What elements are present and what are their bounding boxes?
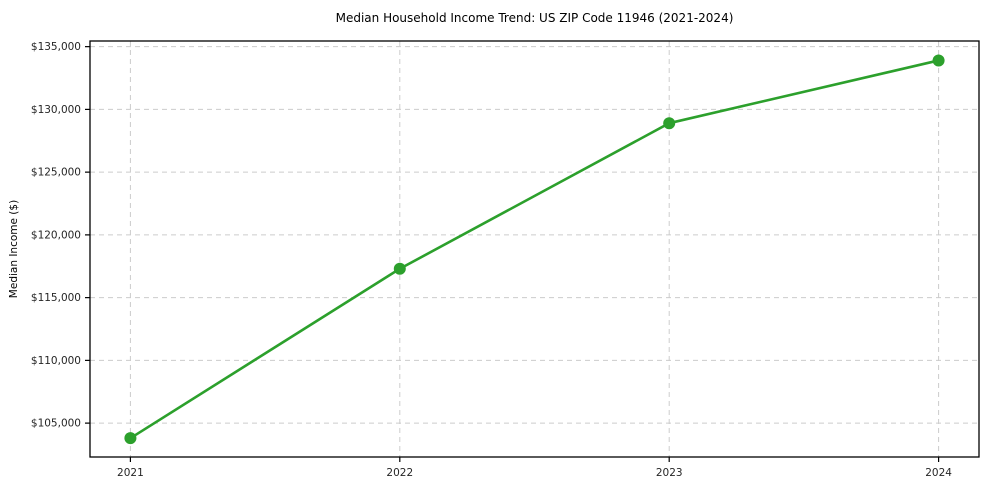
y-tick-label: $115,000 bbox=[31, 292, 81, 304]
y-tick-label: $120,000 bbox=[31, 229, 81, 241]
data-point bbox=[663, 117, 676, 130]
x-tick-label: 2022 bbox=[386, 467, 413, 479]
data-point bbox=[124, 432, 137, 445]
plot-border bbox=[89, 40, 980, 458]
y-tick-label: $125,000 bbox=[31, 167, 81, 179]
y-tick-label: $130,000 bbox=[31, 104, 81, 116]
x-tick-label: 2021 bbox=[117, 467, 144, 479]
trend-line bbox=[129, 59, 940, 440]
y-tick-label: $105,000 bbox=[31, 418, 81, 430]
data-point bbox=[393, 262, 406, 275]
chart-title: Median Household Income Trend: US ZIP Co… bbox=[335, 11, 734, 25]
y-tick-label: $135,000 bbox=[31, 41, 81, 53]
x-tick-label: 2024 bbox=[925, 467, 952, 479]
x-tick-label: 2023 bbox=[656, 467, 683, 479]
data-point bbox=[932, 54, 945, 67]
y-tick-label: $110,000 bbox=[31, 355, 81, 367]
